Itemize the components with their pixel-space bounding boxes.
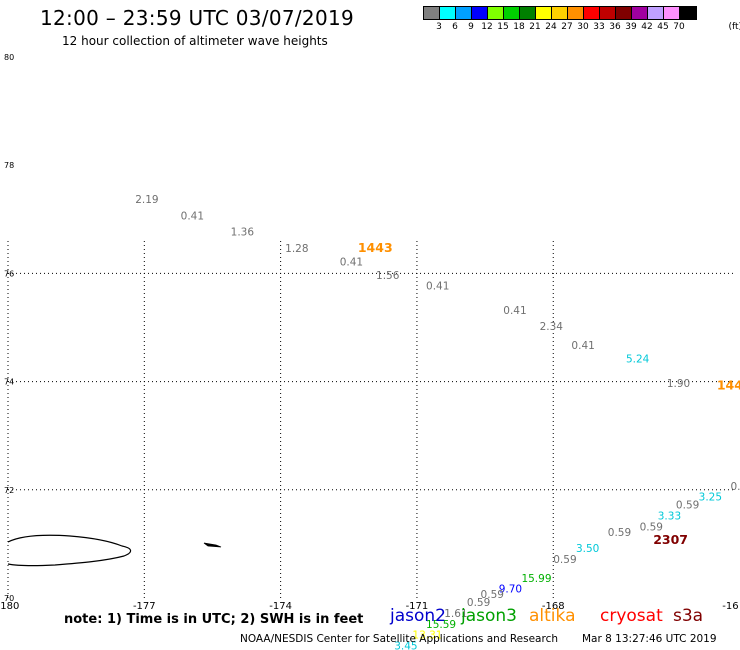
lon-tick-label: -177 (133, 601, 156, 612)
wave-height-value: 0.59 (481, 589, 504, 601)
legend-swatch (664, 7, 680, 19)
legend-swatch (472, 7, 488, 19)
lon-tick-label: -168 (542, 601, 565, 612)
wave-height-value: 1.90 (667, 378, 690, 390)
pass-time-label: 1443 (358, 240, 393, 255)
lat-tick-label: 80 (4, 53, 14, 62)
wave-height-value: 0.41 (571, 340, 594, 352)
wave-height-value: 5.24 (626, 354, 650, 366)
legend-label: 42 (641, 22, 653, 32)
map-subtitle: 12 hour collection of altimeter wave hei… (62, 34, 328, 48)
pass-time-label: 2308 (399, 648, 434, 650)
wave-height-value: 1.36 (231, 227, 255, 239)
legend-label: 27 (561, 22, 573, 32)
wave-height-value: 0.59 (467, 597, 490, 609)
lat-tick-label: 78 (4, 161, 14, 170)
wave-height-value: 2.34 (540, 321, 564, 333)
wave-height-value: 13.31 (412, 630, 442, 642)
map-title: 12:00 – 23:59 UTC 03/07/2019 (40, 6, 355, 30)
legend-s3a: s3a (673, 606, 704, 626)
wave-height-value: 1.61 (444, 608, 467, 620)
wave-height-value: 15.59 (426, 619, 456, 631)
wave-height-value: 2.19 (135, 194, 158, 206)
lat-tick-label: 74 (4, 378, 14, 387)
legend-swatch (584, 7, 600, 19)
legend-label: 6 (452, 22, 458, 32)
legend-label: 24 (545, 22, 557, 32)
wave-height-value: 0. (730, 481, 740, 493)
legend-label: 39 (625, 22, 637, 32)
lon-tick-label: -174 (269, 601, 292, 612)
lat-tick-label: 76 (4, 269, 14, 278)
legend-label: 9 (468, 22, 474, 32)
legend-swatch (520, 7, 536, 19)
wave-height-value: 3.33 (658, 511, 681, 523)
legend-swatch (616, 7, 632, 19)
legend-swatch (600, 7, 616, 19)
legend-altika: altika (529, 606, 576, 626)
legend-swatch (632, 7, 648, 19)
lat-tick-label: 70 (4, 594, 14, 603)
legend-label: 18 (513, 22, 525, 32)
credit-line: NOAA/NESDIS Center for Satellite Applica… (240, 633, 558, 645)
island (203, 542, 222, 548)
wave-height-value: 3.45 (394, 640, 417, 650)
legend-swatch (488, 7, 504, 19)
generated-date: Mar 8 13:27:46 UTC 2019 (582, 633, 717, 645)
legend-swatch (680, 7, 696, 19)
wave-height-value: 0.59 (640, 521, 663, 533)
legend-swatch (424, 7, 440, 19)
wave-height-value: 0.59 (553, 554, 576, 566)
wave-height-value: 1.56 (376, 270, 400, 282)
legend-jason2: jason2 (390, 606, 446, 626)
legend-label: 45 (657, 22, 669, 32)
legend-swatch (648, 7, 664, 19)
legend-swatch (504, 7, 520, 19)
pass-time-label: 1443 (717, 378, 740, 393)
color-scale-legend (423, 6, 697, 20)
lon-tick-label: -16 (722, 601, 738, 612)
lon-tick-label: -180 (0, 601, 19, 612)
pass-time-label: 2307 (653, 532, 688, 547)
footer-note: note: 1) Time is in UTC; 2) SWH is in fe… (64, 612, 364, 627)
wave-height-value: 0.41 (181, 210, 204, 222)
wave-height-value: 3.50 (576, 543, 599, 555)
legend-jason3: jason3 (461, 606, 517, 626)
legend-label: 36 (609, 22, 621, 32)
legend-label: 30 (577, 22, 589, 32)
legend-label: 33 (593, 22, 605, 32)
legend-swatch (456, 7, 472, 19)
wave-height-value: 0.59 (608, 527, 631, 539)
wave-height-value: 0.59 (676, 500, 699, 512)
lat-tick-label: 72 (4, 486, 14, 495)
wave-height-value: 9.70 (499, 584, 522, 596)
wave-height-value: 3.25 (699, 492, 722, 504)
legend-unit: (ft) (728, 22, 740, 32)
wave-height-value: 0.41 (340, 256, 363, 268)
legend-swatch (536, 7, 552, 19)
wave-height-value: 15.99 (521, 573, 551, 585)
legend-swatch (568, 7, 584, 19)
coastline (7, 534, 132, 567)
legend-cryosat: cryosat (600, 606, 663, 626)
legend-swatch (552, 7, 568, 19)
wave-height-value: 1.28 (285, 243, 308, 255)
wave-height-value: 0.41 (426, 281, 449, 293)
legend-label: 3 (436, 22, 442, 32)
legend-label: 21 (529, 22, 541, 32)
legend-label: 15 (497, 22, 509, 32)
lon-tick-label: -171 (406, 601, 429, 612)
legend-label: 70 (673, 22, 685, 32)
legend-swatch (440, 7, 456, 19)
wave-height-value: 0.41 (503, 305, 526, 317)
legend-label: 12 (481, 22, 493, 32)
